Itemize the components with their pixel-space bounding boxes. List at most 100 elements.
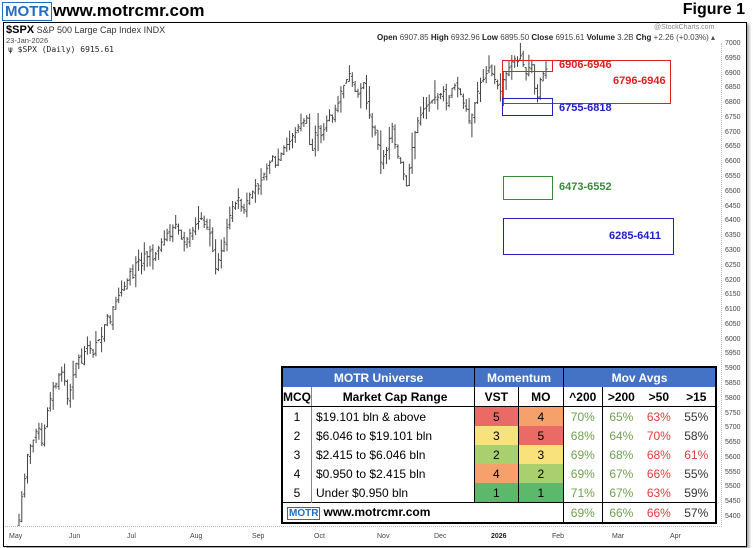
y-tick-label: 5950 bbox=[725, 350, 741, 358]
y-tick-label: 6350 bbox=[725, 232, 741, 240]
ohlc-summary: Open 6907.85 High 6932.96 Low 6895.50 Cl… bbox=[377, 33, 715, 42]
close-label: Close bbox=[531, 33, 554, 42]
vst-cell: 5 bbox=[474, 406, 519, 426]
footer-g15: 57% bbox=[677, 502, 716, 523]
vst-cell: 2 bbox=[474, 445, 519, 464]
chg-label: Chg bbox=[635, 33, 652, 42]
vst-cell: 1 bbox=[474, 483, 519, 503]
footer-motr-logo: MOTR bbox=[287, 506, 321, 520]
mo-cell: 3 bbox=[518, 445, 565, 464]
stockcharts-copyright: @StockCharts.com bbox=[654, 24, 715, 31]
site-url: www.motrcmr.com bbox=[53, 1, 205, 20]
y-tick-label: 6200 bbox=[725, 276, 741, 284]
x-tick-label: 2026 bbox=[491, 533, 507, 540]
exchange: INDX bbox=[143, 25, 166, 35]
vst-cell: 4 bbox=[474, 464, 519, 483]
group-header-row: MOTR Universe Momentum Mov Avgs bbox=[282, 367, 716, 387]
mcq-cell: 4 bbox=[282, 464, 312, 483]
footer-a200: 69% bbox=[563, 502, 603, 523]
range-cell: $19.101 bln & above bbox=[311, 406, 476, 426]
top-banner: MOTR www.motrcmr.com Figure 1 bbox=[0, 0, 753, 22]
g200-cell: 67% bbox=[609, 485, 634, 500]
x-tick-label: Dec bbox=[434, 533, 447, 540]
col-mcq: MCQ bbox=[282, 387, 312, 407]
g50-cell: 68% bbox=[646, 447, 671, 462]
g15-cell: 55% bbox=[684, 466, 709, 481]
zone-box-6796-6946 bbox=[502, 59, 671, 105]
x-tick-label: Jul bbox=[127, 533, 136, 540]
chg-value: +2.26 (+0.03%) bbox=[653, 33, 709, 42]
a200-cell: 68% bbox=[563, 426, 603, 445]
col-g200: >200 bbox=[602, 387, 641, 407]
y-tick-label: 6450 bbox=[725, 202, 741, 210]
symbol: $SPX bbox=[6, 24, 35, 36]
zone-box-6473-6552 bbox=[503, 176, 553, 200]
mcq-cell: 5 bbox=[282, 483, 312, 503]
zone-box-6755-6818 bbox=[502, 97, 553, 117]
y-tick-label: 5400 bbox=[725, 513, 741, 520]
y-tick-label: 7000 bbox=[725, 40, 741, 47]
series-legend-icon: ψ bbox=[8, 45, 13, 54]
y-tick-label: 6300 bbox=[725, 246, 741, 254]
g200-cell: 65% bbox=[609, 409, 634, 424]
mo-cell: 5 bbox=[518, 426, 565, 445]
zone-label: 6755-6818 bbox=[559, 102, 612, 115]
table-footer-row: MOTR www.motrcmr.com 69% 66% 66% 57% bbox=[282, 502, 716, 523]
motr-logo: MOTR bbox=[2, 2, 53, 21]
zone-label: 6906-6946 bbox=[559, 58, 612, 71]
y-tick-label: 5450 bbox=[725, 498, 741, 506]
y-tick-label: 6550 bbox=[725, 173, 741, 181]
zone-box-6285-6411 bbox=[503, 218, 674, 256]
index-name: S&P 500 Large Cap Index bbox=[36, 25, 142, 35]
y-tick-label: 5800 bbox=[725, 394, 741, 402]
g200-cell: 68% bbox=[609, 447, 634, 462]
col-mo: MO bbox=[518, 387, 565, 407]
chart-date: 23-Jan-2026 bbox=[6, 36, 49, 45]
high-label: High bbox=[430, 33, 449, 42]
y-tick-label: 6900 bbox=[725, 69, 741, 77]
open-value: 6907.85 bbox=[399, 33, 429, 42]
x-tick-label: Feb bbox=[552, 533, 565, 540]
x-tick-label: Nov bbox=[377, 533, 390, 540]
x-tick-label: Apr bbox=[670, 533, 681, 540]
x-tick-label: May bbox=[9, 533, 23, 540]
low-value: 6895.50 bbox=[500, 33, 530, 42]
x-tick-label: Jun bbox=[69, 533, 81, 540]
y-tick-label: 6800 bbox=[725, 99, 741, 107]
g15-cell: 59% bbox=[684, 485, 709, 500]
column-header-row: MCQ Market Cap Range VST MO ^200 >200 >5… bbox=[282, 387, 716, 407]
y-tick-label: 6950 bbox=[725, 54, 741, 62]
table-row: 2 $6.046 to $19.101 bln 3 5 68% 64% 70% 58% bbox=[282, 426, 716, 445]
mcq-cell: 3 bbox=[282, 445, 312, 464]
y-tick-label: 6100 bbox=[725, 306, 741, 314]
mo-cell: 1 bbox=[518, 483, 565, 503]
y-tick-label: 6700 bbox=[725, 128, 741, 136]
price-bars bbox=[17, 43, 548, 526]
close-value: 6915.61 bbox=[555, 33, 585, 42]
vst-cell: 3 bbox=[474, 426, 519, 445]
g200-cell: 64% bbox=[609, 428, 634, 443]
y-tick-label: 6500 bbox=[725, 187, 741, 195]
y-tick-label: 6150 bbox=[725, 291, 741, 299]
volume-label: Volume bbox=[586, 33, 615, 42]
mcq-cell: 1 bbox=[282, 406, 312, 426]
scroll-up-icon[interactable]: ▴ bbox=[711, 33, 716, 42]
y-tick-label: 5500 bbox=[725, 483, 741, 491]
y-tick-label: 5550 bbox=[725, 468, 741, 476]
y-tick-label: 5700 bbox=[725, 424, 741, 432]
group-header-mov-avgs: Mov Avgs bbox=[563, 367, 716, 387]
table-row: 4 $0.950 to $2.415 bln 4 2 69% 67% 66% 55% bbox=[282, 464, 716, 483]
x-tick-label: Sep bbox=[252, 533, 265, 540]
g50-cell: 66% bbox=[646, 466, 671, 481]
group-header-momentum: Momentum bbox=[474, 367, 565, 387]
low-label: Low bbox=[482, 33, 499, 42]
g50-cell: 63% bbox=[646, 409, 671, 424]
g15-cell: 61% bbox=[684, 447, 709, 462]
group-header-universe: MOTR Universe bbox=[282, 367, 476, 387]
col-g50: >50 bbox=[640, 387, 678, 407]
y-tick-label: 6250 bbox=[725, 261, 741, 269]
y-tick-label: 6850 bbox=[725, 84, 741, 92]
y-tick-label: 6600 bbox=[725, 158, 741, 166]
y-tick-label: 5600 bbox=[725, 453, 741, 461]
x-tick-label: Oct bbox=[314, 533, 325, 540]
